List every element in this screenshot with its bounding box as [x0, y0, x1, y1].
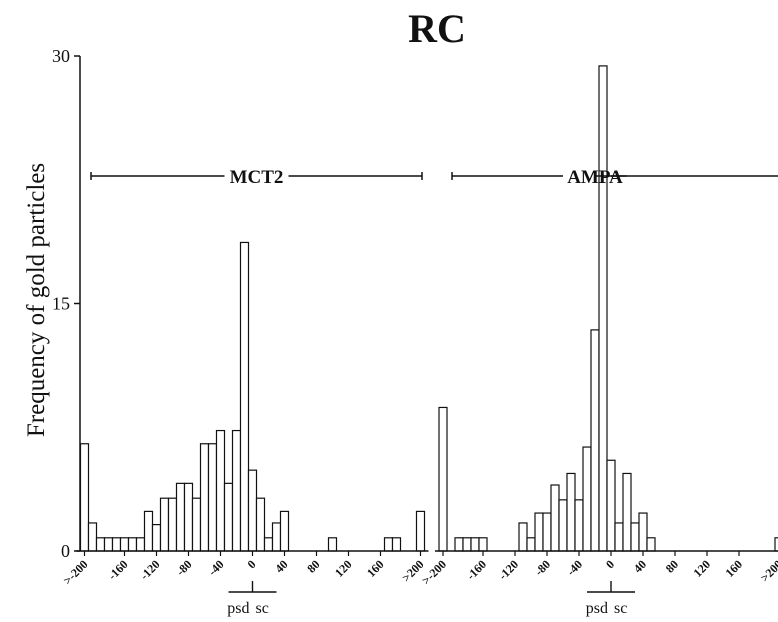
histogram-bar	[614, 522, 624, 552]
panel-name-label: MCT2	[230, 167, 284, 188]
histogram-bar	[638, 512, 648, 552]
histogram-bar	[327, 537, 338, 552]
x-tick-label: -160	[464, 557, 489, 582]
x-tick-label: 120	[332, 557, 355, 580]
histogram-bar	[239, 241, 250, 552]
histogram-bar	[223, 482, 234, 552]
histogram-bar	[558, 499, 568, 552]
histogram-bar	[199, 443, 210, 552]
x-tick-label: -40	[564, 557, 585, 578]
histogram-bar	[167, 497, 178, 552]
histogram-bar	[183, 482, 194, 552]
histogram-bar	[542, 512, 552, 552]
sc-label: sc	[256, 600, 269, 617]
x-tick-label: 40	[272, 557, 290, 575]
x-tick-label: 80	[663, 557, 681, 575]
sc-label: sc	[614, 600, 627, 617]
histogram-bar	[526, 537, 536, 552]
panel-ampa: >-200 -160 -120 -80 -40 0 40 80 120 160 >200 psd sc A…	[419, 65, 778, 617]
histogram-bar	[518, 522, 528, 552]
psd-label: psd	[227, 600, 249, 617]
histogram-bar	[95, 537, 106, 552]
histogram-bar	[574, 499, 584, 552]
chart-title: RC	[408, 6, 466, 51]
x-tick-label: -80	[173, 557, 194, 578]
x-tick-label: 0	[603, 557, 617, 571]
histogram-bar	[415, 510, 426, 552]
histogram-bar	[550, 484, 560, 552]
histogram-bar	[151, 523, 162, 552]
histogram-bar	[630, 522, 640, 552]
x-tick-label: 40	[631, 557, 649, 575]
histogram-bar	[103, 537, 114, 552]
histogram-bar	[470, 537, 480, 552]
histogram-bar	[135, 537, 146, 552]
histogram-bar	[215, 429, 226, 552]
histogram-bar	[247, 469, 258, 552]
histogram-bar	[566, 472, 576, 552]
panel-name-label: AMPA	[567, 167, 623, 188]
histogram-bar	[87, 522, 98, 552]
histogram-bar	[159, 497, 170, 552]
histogram-bar	[438, 406, 448, 552]
x-tick-label: >200	[758, 557, 778, 584]
x-tick-label: -120	[137, 557, 162, 582]
histogram-bar	[774, 537, 778, 552]
x-tick-label: -120	[496, 557, 521, 582]
histogram-bar	[175, 482, 186, 552]
y-tick-label: 30	[52, 46, 70, 66]
histogram-bar	[646, 537, 656, 552]
histogram-bar	[279, 510, 290, 552]
x-tick-label: >-200	[60, 557, 90, 587]
histogram-bar	[582, 446, 592, 552]
x-tick-label: -160	[105, 557, 130, 582]
histogram-bar	[454, 537, 464, 552]
histogram-bar	[598, 65, 608, 552]
histogram-bar	[143, 510, 154, 552]
histogram-bar	[383, 537, 394, 552]
x-tick-label: 160	[364, 557, 387, 580]
histogram-bar	[231, 429, 242, 552]
y-axis: 0 15 30	[52, 46, 81, 561]
histogram-bar	[271, 522, 282, 552]
histogram-bar	[606, 459, 616, 552]
histogram-bar	[191, 497, 202, 552]
histogram-bar	[127, 537, 138, 552]
x-tick-label: 80	[304, 557, 322, 575]
y-axis-label: Frequency of gold particles	[23, 163, 50, 437]
histogram-bar	[79, 443, 90, 552]
x-tick-label: 0	[244, 557, 258, 571]
histogram-bar	[462, 537, 472, 552]
histogram-bar	[391, 537, 402, 552]
histogram-bar	[255, 497, 266, 552]
y-tick-label: 0	[61, 541, 70, 561]
x-tick-label: >-200	[419, 557, 449, 587]
x-tick-label: 160	[722, 557, 745, 580]
histogram-bar	[478, 537, 488, 552]
histogram-bar	[111, 537, 122, 552]
x-tick-label: -80	[532, 557, 553, 578]
x-tick-label: 120	[690, 557, 713, 580]
histogram-bar	[119, 537, 130, 552]
histogram-bar	[590, 329, 600, 552]
y-tick-label: 15	[52, 294, 70, 314]
histogram-bar	[207, 443, 218, 552]
x-tick-label: -40	[205, 557, 226, 578]
histogram-bar	[263, 537, 274, 552]
histogram-bar	[622, 472, 632, 552]
histogram-bar	[534, 512, 544, 552]
psd-label: psd	[586, 600, 608, 617]
